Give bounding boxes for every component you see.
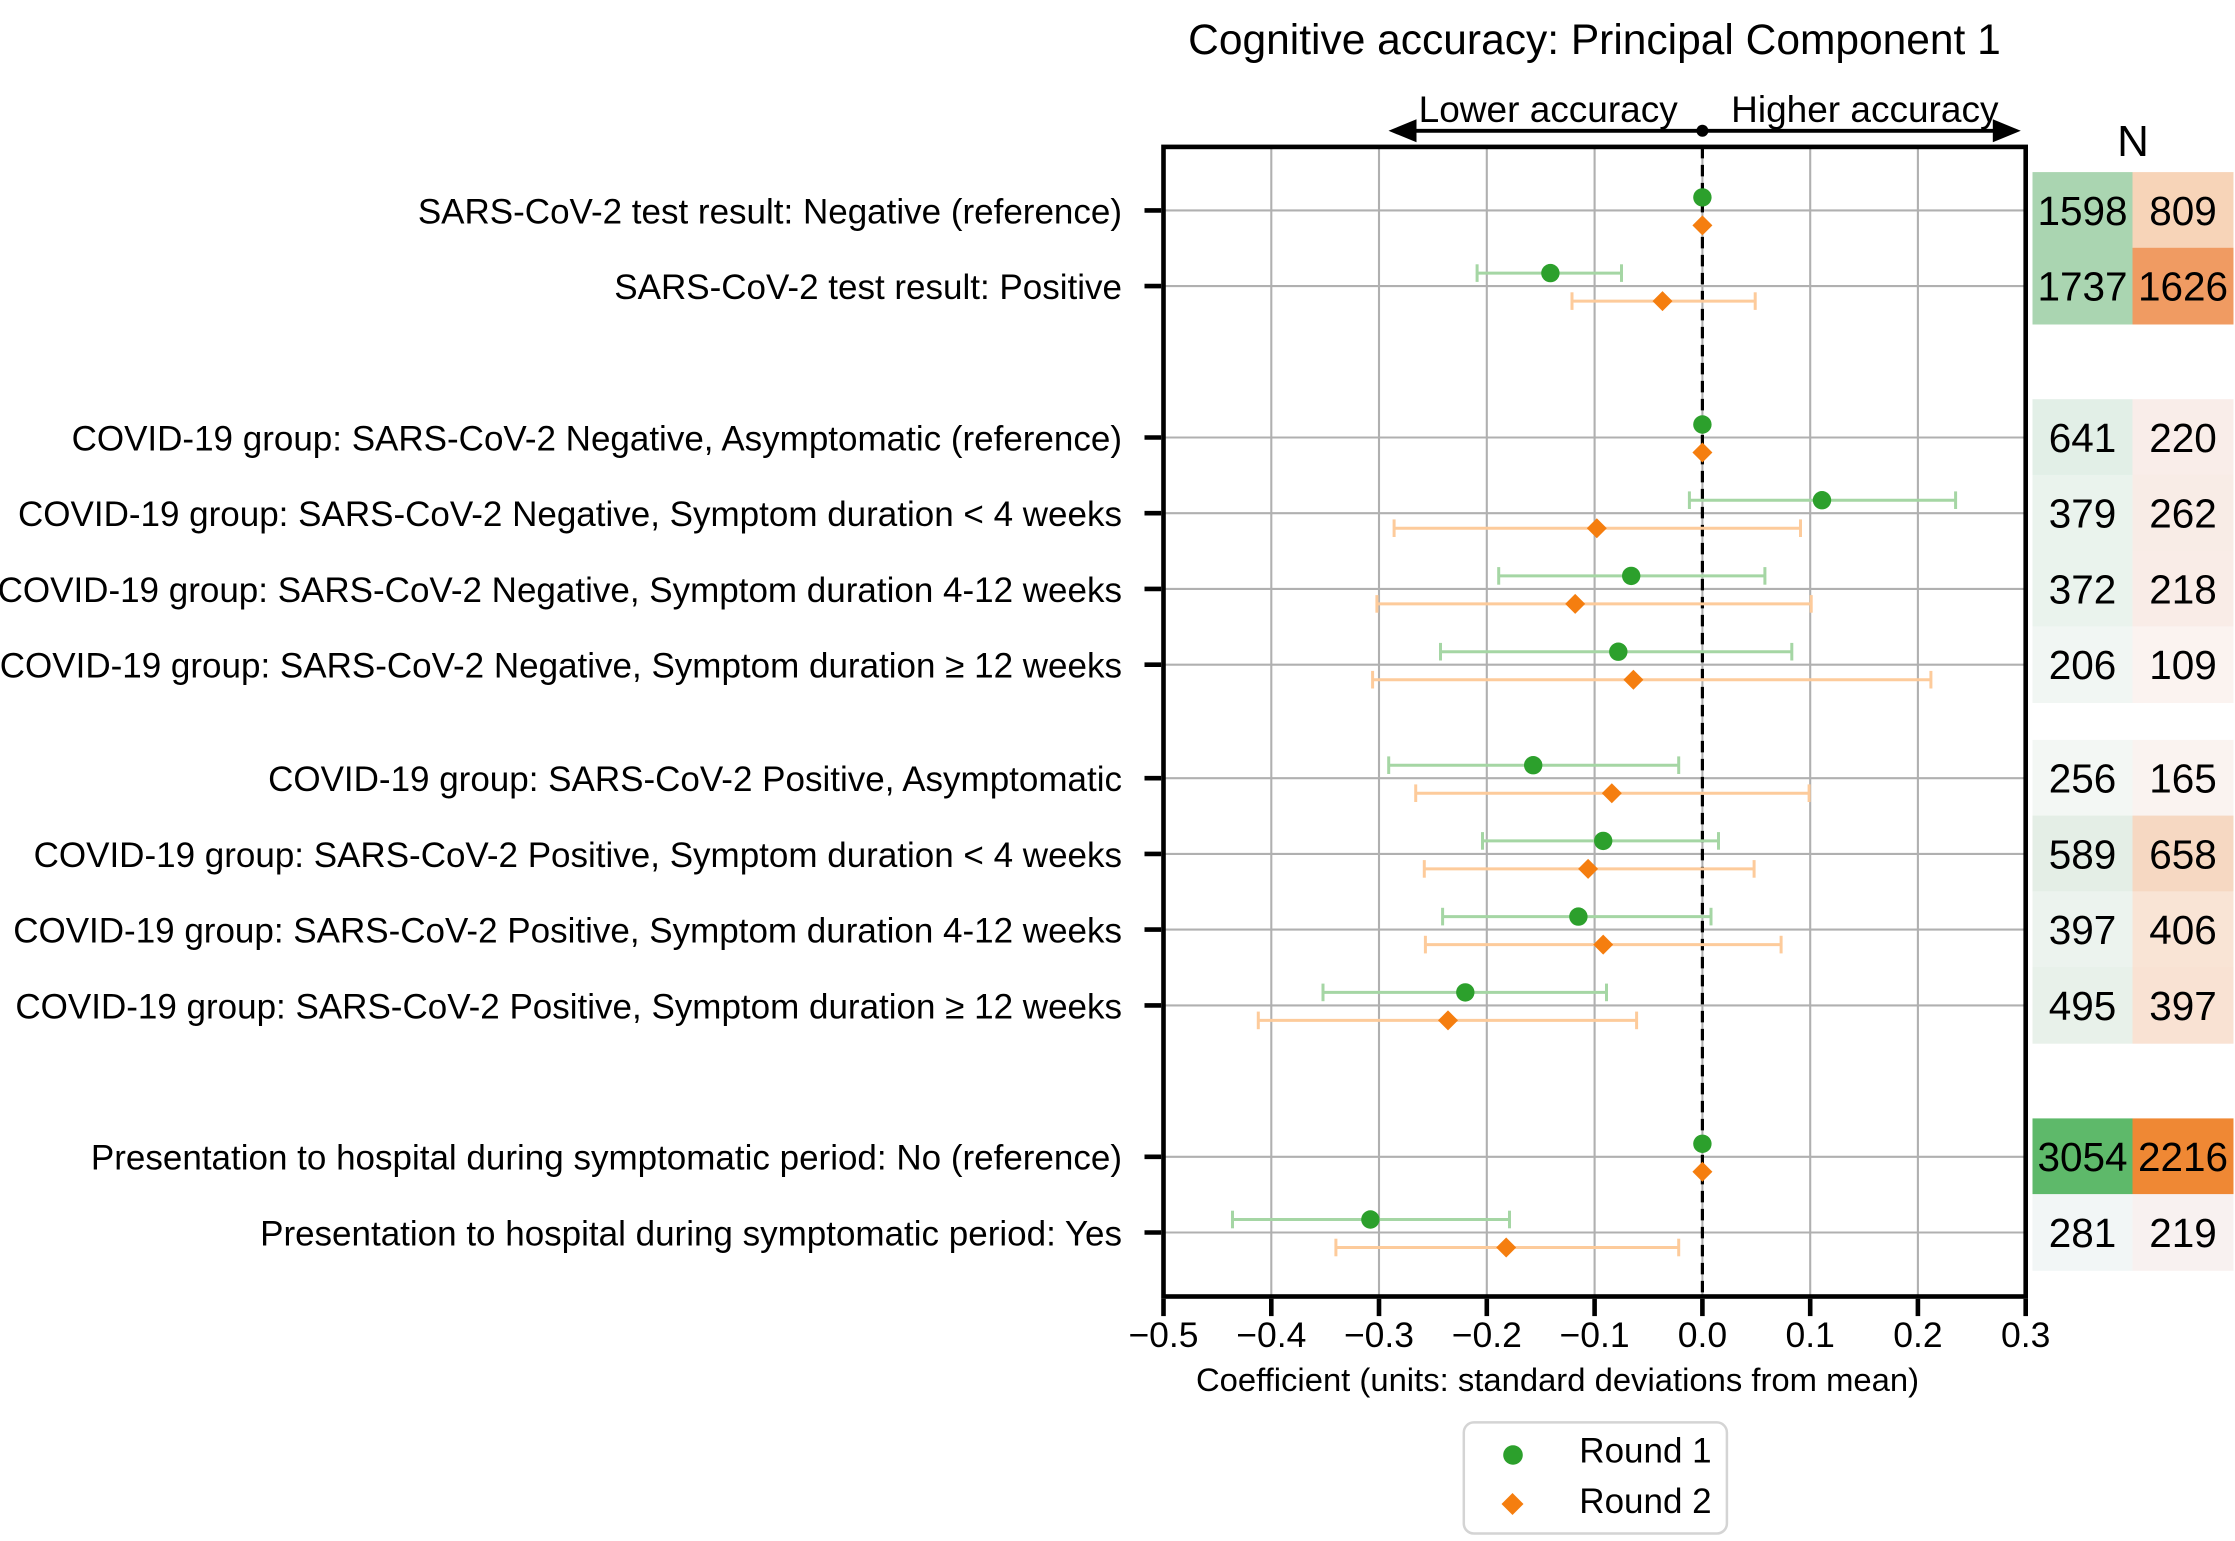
svg-text:COVID-19 group: SARS-CoV-2 Neg: COVID-19 group: SARS-CoV-2 Negative, Sym… [0,647,1122,686]
svg-text:0.1: 0.1 [1786,1315,1835,1355]
svg-text:−0.1: −0.1 [1560,1315,1630,1355]
svg-text:262: 262 [2149,491,2217,537]
svg-text:0.3: 0.3 [2001,1315,2050,1355]
svg-text:406: 406 [2149,907,2217,953]
svg-text:0.2: 0.2 [1893,1315,1942,1355]
svg-text:SARS-CoV-2 test result: Negati: SARS-CoV-2 test result: Negative (refere… [418,192,1122,231]
svg-text:397: 397 [2049,907,2117,953]
svg-text:641: 641 [2049,415,2117,461]
svg-text:Presentation to hospital durin: Presentation to hospital during symptoma… [91,1139,1122,1178]
svg-text:Higher accuracy: Higher accuracy [1731,89,1999,130]
svg-text:N: N [2117,117,2149,166]
svg-text:COVID-19 group: SARS-CoV-2 Pos: COVID-19 group: SARS-CoV-2 Positive, Asy… [268,760,1122,799]
svg-text:809: 809 [2149,188,2217,234]
svg-text:219: 219 [2149,1210,2217,1256]
svg-text:Presentation to hospital durin: Presentation to hospital during symptoma… [260,1214,1122,1253]
svg-text:Round 1: Round 1 [1579,1431,1711,1470]
svg-text:256: 256 [2049,756,2117,802]
svg-text:COVID-19 group: SARS-CoV-2 Neg: COVID-19 group: SARS-CoV-2 Negative, Sym… [0,571,1122,610]
svg-text:1737: 1737 [2037,264,2127,310]
svg-text:Round 2: Round 2 [1579,1482,1711,1521]
svg-text:218: 218 [2149,566,2217,612]
svg-text:397: 397 [2149,983,2217,1029]
svg-text:3054: 3054 [2037,1134,2127,1180]
svg-text:−0.4: −0.4 [1236,1315,1306,1355]
svg-text:Coefficient (units: standard d: Coefficient (units: standard deviations … [1196,1361,1919,1398]
svg-text:−0.3: −0.3 [1344,1315,1414,1355]
svg-text:281: 281 [2049,1210,2117,1256]
svg-text:2216: 2216 [2138,1134,2228,1180]
svg-text:658: 658 [2149,831,2217,877]
svg-text:−0.2: −0.2 [1452,1315,1522,1355]
svg-text:109: 109 [2149,642,2217,688]
svg-text:COVID-19 group: SARS-CoV-2 Pos: COVID-19 group: SARS-CoV-2 Positive, Sym… [13,912,1122,951]
svg-text:COVID-19 group: SARS-CoV-2 Neg: COVID-19 group: SARS-CoV-2 Negative, Sym… [18,495,1122,534]
svg-text:0.0: 0.0 [1678,1315,1727,1355]
svg-text:SARS-CoV-2 test result: Positi: SARS-CoV-2 test result: Positive [614,268,1122,307]
svg-text:Cognitive accuracy: Principal: Cognitive accuracy: Principal Component … [1188,17,2001,64]
svg-text:495: 495 [2049,983,2117,1029]
svg-text:−0.5: −0.5 [1128,1315,1198,1355]
svg-text:COVID-19 group: SARS-CoV-2 Pos: COVID-19 group: SARS-CoV-2 Positive, Sym… [15,987,1122,1026]
svg-text:379: 379 [2049,491,2117,537]
svg-text:165: 165 [2149,756,2217,802]
svg-text:COVID-19 group: SARS-CoV-2 Pos: COVID-19 group: SARS-CoV-2 Positive, Sym… [34,836,1122,875]
svg-text:1598: 1598 [2037,188,2127,234]
svg-text:COVID-19 group: SARS-CoV-2 Neg: COVID-19 group: SARS-CoV-2 Negative, Asy… [72,419,1122,458]
svg-text:589: 589 [2049,831,2117,877]
svg-text:206: 206 [2049,642,2117,688]
svg-text:220: 220 [2149,415,2217,461]
svg-text:1626: 1626 [2138,264,2228,310]
svg-text:372: 372 [2049,566,2117,612]
svg-text:Lower accuracy: Lower accuracy [1419,89,1679,130]
